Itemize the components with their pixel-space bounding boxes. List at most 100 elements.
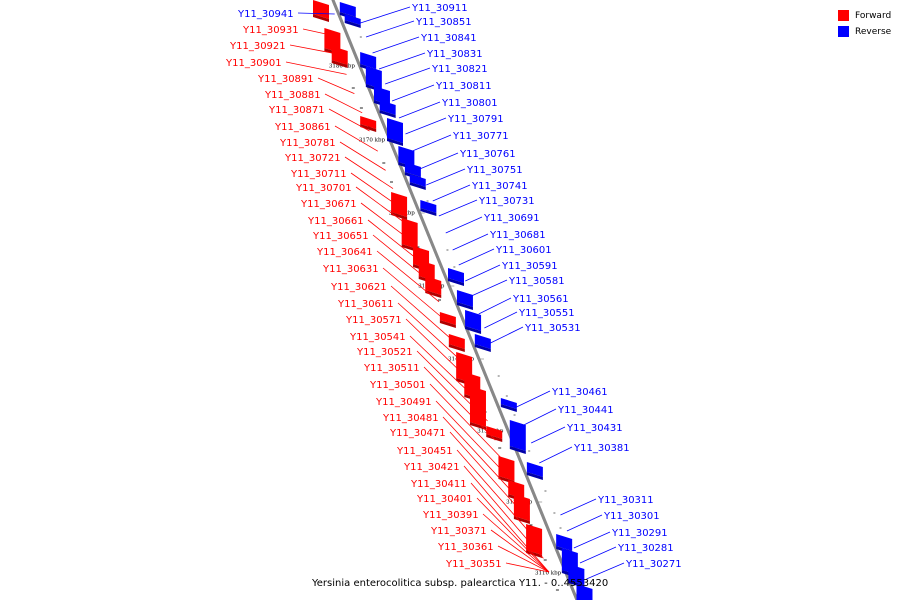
forward-leader-line bbox=[324, 93, 363, 114]
reverse-gene-label: Y11_30731 bbox=[478, 196, 535, 207]
reverse-leader-line bbox=[378, 52, 426, 70]
reverse-gene-block bbox=[526, 462, 543, 480]
forward-gene-label: Y11_30411 bbox=[410, 479, 467, 490]
reverse-leader-line bbox=[360, 6, 411, 24]
forward-gene-label: Y11_30391 bbox=[422, 510, 479, 521]
reverse-gene-label: Y11_30691 bbox=[483, 213, 540, 224]
reverse-gene-label: Y11_30581 bbox=[508, 276, 565, 287]
reverse-leader-line bbox=[560, 498, 597, 516]
forward-gene-block bbox=[313, 0, 329, 22]
forward-gene-label: Y11_30571 bbox=[345, 315, 402, 326]
reverse-leader-line bbox=[458, 248, 495, 266]
forward-gene-label: Y11_30511 bbox=[363, 363, 420, 374]
forward-gene-label: Y11_30661 bbox=[307, 216, 364, 227]
forward-gene-label: Y11_30631 bbox=[322, 264, 379, 275]
forward-gene-label: Y11_30921 bbox=[229, 41, 286, 52]
forward-leader-line bbox=[344, 156, 394, 189]
forward-leader-line bbox=[476, 497, 550, 573]
forward-leader-line bbox=[405, 318, 473, 383]
reverse-gene-label: Y11_30281 bbox=[617, 543, 674, 554]
forward-leader-line bbox=[350, 172, 402, 209]
forward-leader-line bbox=[463, 465, 544, 559]
forward-leader-line bbox=[397, 302, 465, 364]
reverse-swatch bbox=[838, 26, 849, 37]
reverse-gene-block bbox=[420, 200, 437, 216]
forward-leader-line bbox=[367, 219, 425, 265]
tick-label: 3180 kbp bbox=[329, 64, 356, 70]
reverse-gene-label: Y11_30431 bbox=[566, 423, 623, 434]
reverse-gene-label: Y11_30841 bbox=[420, 33, 477, 44]
reverse-leader-line bbox=[445, 216, 483, 234]
reverse-leader-line bbox=[391, 84, 435, 102]
forward-gene-label: Y11_30361 bbox=[437, 542, 494, 553]
forward-gene-label: Y11_30701 bbox=[295, 183, 352, 194]
forward-leader-line bbox=[423, 366, 496, 441]
reverse-leader-line bbox=[465, 264, 501, 282]
forward-leader-line bbox=[334, 125, 379, 152]
reverse-leader-line bbox=[297, 12, 335, 15]
tick-label: 3110 kbp bbox=[535, 571, 562, 577]
forward-leader-line bbox=[339, 141, 386, 171]
forward-leader-line bbox=[497, 545, 550, 573]
genome-backbone bbox=[331, 0, 579, 600]
reverse-leader-line bbox=[484, 311, 518, 329]
legend-forward: Forward bbox=[838, 8, 891, 23]
forward-gene-block bbox=[486, 426, 503, 442]
forward-gene-block bbox=[360, 116, 377, 132]
forward-leader-line bbox=[382, 267, 448, 323]
reverse-gene-block bbox=[386, 118, 403, 146]
reverse-gene-label: Y11_30271 bbox=[625, 559, 682, 570]
reverse-gene-label: Y11_30771 bbox=[452, 131, 509, 142]
forward-leader-line bbox=[355, 186, 409, 226]
forward-gene-label: Y11_30651 bbox=[312, 231, 369, 242]
forward-gene-block bbox=[331, 46, 348, 68]
forward-leader-line bbox=[328, 108, 370, 132]
reverse-leader-line bbox=[471, 279, 508, 297]
reverse-gene-block bbox=[465, 310, 482, 334]
reverse-leader-line bbox=[385, 67, 431, 85]
forward-gene-label: Y11_30351 bbox=[445, 559, 502, 570]
reverse-gene-label: Y11_30911 bbox=[411, 3, 468, 14]
forward-leader-line bbox=[360, 202, 416, 245]
legend: Forward Reverse bbox=[838, 8, 891, 40]
reverse-gene-label: Y11_30441 bbox=[557, 405, 614, 416]
forward-gene-label: Y11_30371 bbox=[430, 526, 487, 537]
forward-gene-label: Y11_30711 bbox=[290, 169, 347, 180]
reverse-leader-line bbox=[365, 20, 415, 38]
forward-gene-label: Y11_30611 bbox=[337, 299, 394, 310]
reverse-gene-block bbox=[576, 584, 593, 600]
forward-leader-line bbox=[449, 431, 528, 519]
reverse-leader-line bbox=[405, 117, 447, 135]
forward-gene-label: Y11_30491 bbox=[375, 397, 432, 408]
legend-reverse: Reverse bbox=[838, 24, 891, 39]
forward-leader-line bbox=[416, 350, 488, 422]
forward-leader-line bbox=[317, 77, 355, 94]
forward-gene-label: Y11_30421 bbox=[403, 462, 460, 473]
reverse-gene-label: Y11_30851 bbox=[415, 17, 472, 28]
forward-gene-label: Y11_30501 bbox=[369, 380, 426, 391]
forward-gene-label: Y11_30861 bbox=[274, 122, 331, 133]
reverse-leader-line bbox=[438, 199, 478, 217]
forward-gene-label: Y11_30541 bbox=[349, 332, 406, 343]
reverse-gene-label: Y11_30551 bbox=[518, 308, 575, 319]
reverse-gene-label: Y11_30681 bbox=[489, 230, 546, 241]
forward-gene-label: Y11_30401 bbox=[416, 494, 473, 505]
reverse-gene-block bbox=[379, 100, 396, 118]
forward-gene-block bbox=[448, 334, 465, 352]
reverse-gene-label: Y11_30791 bbox=[447, 114, 504, 125]
map-caption: Yersinia enterocolitica subsp. palearcti… bbox=[312, 578, 609, 589]
reverse-gene-label: Y11_30311 bbox=[597, 495, 654, 506]
reverse-leader-line bbox=[419, 152, 459, 170]
reverse-gene-label: Y11_30941 bbox=[237, 9, 294, 20]
forward-gene-label: Y11_30881 bbox=[264, 90, 321, 101]
forward-gene-block bbox=[439, 312, 456, 328]
forward-gene-label: Y11_30931 bbox=[242, 25, 299, 36]
forward-gene-label: Y11_30621 bbox=[330, 282, 387, 293]
forward-leader-line bbox=[285, 61, 347, 75]
reverse-leader-line bbox=[523, 408, 557, 426]
forward-gene-block bbox=[391, 192, 408, 220]
forward-leader-line bbox=[289, 44, 339, 55]
reverse-leader-line bbox=[490, 326, 524, 344]
reverse-gene-label: Y11_30761 bbox=[459, 149, 516, 160]
